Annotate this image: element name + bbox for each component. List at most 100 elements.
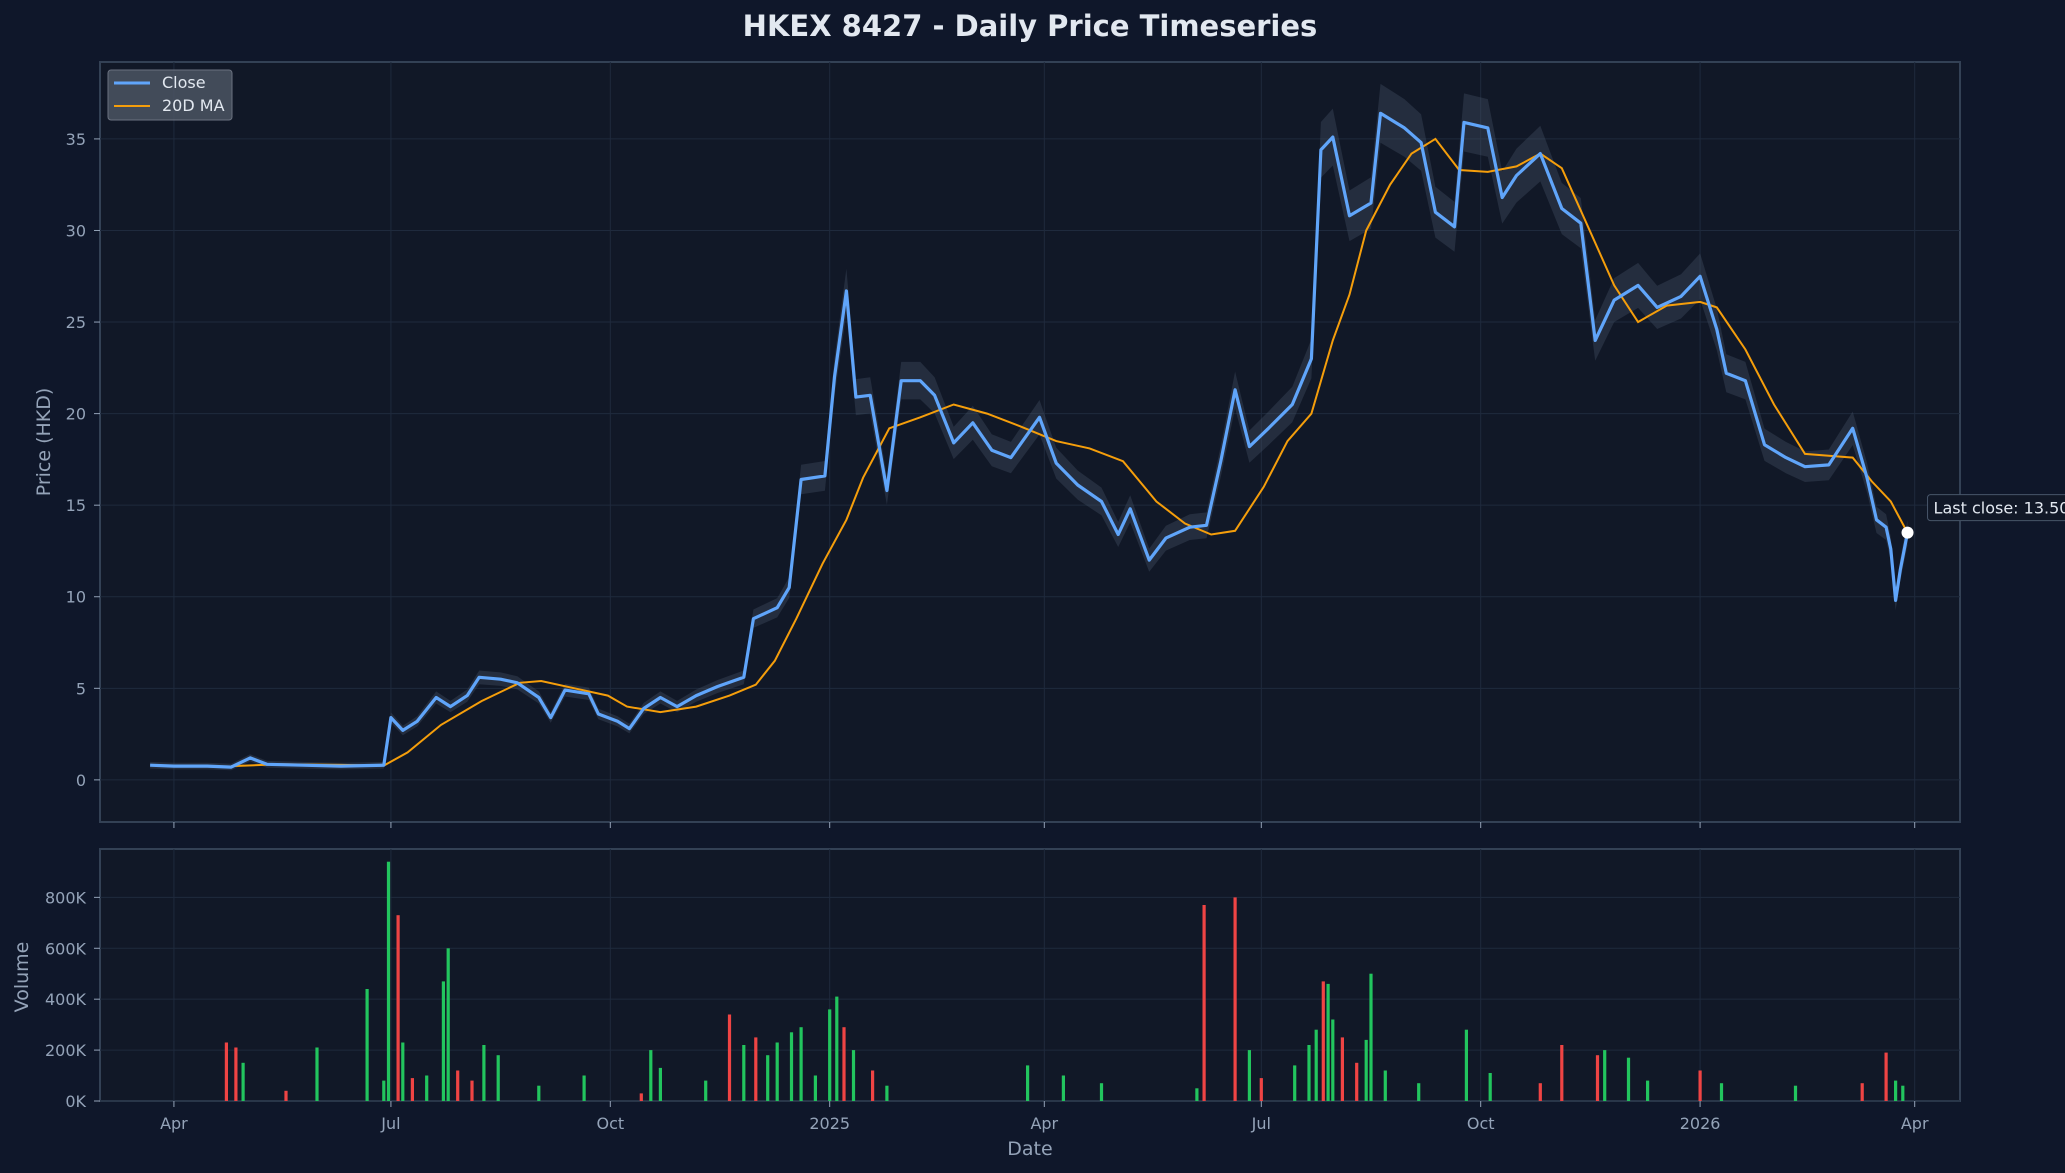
volume-bar: [441, 981, 445, 1101]
x-tick-label: Apr: [1030, 1114, 1058, 1133]
volume-bar: [1646, 1080, 1650, 1101]
x-tick-label: 2025: [809, 1114, 850, 1133]
volume-bar: [799, 1027, 803, 1101]
close-line: [150, 111, 1910, 769]
volume-bar: [1901, 1085, 1905, 1101]
volume-bar: [386, 861, 391, 1101]
volume-bar: [871, 1070, 875, 1101]
volume-bar: [1259, 1078, 1263, 1101]
volume-grid: [100, 849, 1960, 1102]
volume-bar: [658, 1067, 662, 1101]
volume-bar: [582, 1075, 586, 1101]
price-y-tick-label: 0: [76, 771, 86, 790]
volume-bar: [1326, 983, 1330, 1101]
volume-bar: [704, 1080, 708, 1101]
x-tick-label: Apr: [160, 1114, 188, 1133]
volume-bar: [1364, 1039, 1368, 1101]
chart-title: HKEX 8427 - Daily Price Timeseries: [743, 9, 1318, 43]
price-range-band: [150, 83, 1908, 771]
volume-bar: [470, 1080, 474, 1101]
volume-bar: [1719, 1083, 1724, 1101]
volume-y-ticks: 0K 200K 400K 600K 800K: [45, 888, 100, 1111]
volume-bar: [727, 1014, 732, 1101]
volume-bar: [1099, 1083, 1104, 1101]
x-tick-label: Oct: [596, 1114, 624, 1133]
volume-bar: [1026, 1065, 1030, 1101]
volume-bar: [1233, 897, 1237, 1101]
price-y-tick-label: 25: [66, 313, 86, 332]
volume-y-axis-label: Volume: [11, 942, 33, 1013]
volume-y-tick-label: 200K: [45, 1041, 87, 1060]
volume-bar: [639, 1093, 643, 1101]
volume-bar: [1698, 1070, 1702, 1101]
price-plot-area: [99, 61, 1961, 823]
close-range-band: [150, 83, 1908, 771]
x-tick-label: Jul: [380, 1114, 400, 1133]
volume-bar: [1195, 1088, 1199, 1101]
volume-bar: [754, 1037, 758, 1101]
volume-bar: [1626, 1057, 1631, 1101]
volume-bar: [315, 1047, 319, 1101]
volume-bar: [1369, 973, 1373, 1101]
x-tick-label: 2026: [1680, 1114, 1721, 1133]
volume-bar: [365, 989, 369, 1101]
volume-bar: [456, 1070, 460, 1101]
volume-bar: [1417, 1083, 1421, 1101]
volume-bar: [828, 1009, 832, 1101]
price-y-tick-label: 30: [66, 221, 86, 240]
volume-bar: [1321, 981, 1325, 1101]
volume-plot-area: [99, 848, 1961, 1102]
volume-bar: [1314, 1029, 1318, 1101]
price-series: [150, 111, 1910, 769]
volume-bar: [1488, 1073, 1492, 1101]
volume-bar: [813, 1075, 817, 1101]
volume-y-tick-label: 400K: [45, 990, 87, 1009]
x-tick-label: Apr: [1901, 1114, 1929, 1133]
last-close-marker: [1901, 526, 1914, 539]
price-y-tick-label: 35: [66, 130, 86, 149]
volume-bar: [885, 1085, 889, 1101]
volume-bar: [1884, 1052, 1888, 1101]
volume-bar: [537, 1085, 541, 1101]
volume-bar: [789, 1032, 794, 1101]
volume-bar: [1293, 1065, 1297, 1101]
volume-bar: [1603, 1050, 1607, 1101]
volume-bar: [766, 1055, 770, 1101]
price-panel: 0 5 10 15 20 25 30 35 Price (HKD) Last close: 1…: [33, 61, 2065, 828]
price-x-tick-marks: [173, 822, 1916, 828]
volume-bar: [1340, 1037, 1344, 1101]
volume-bar: [842, 1027, 846, 1101]
x-tick-label: Oct: [1467, 1114, 1495, 1133]
annotation-text: Last close: 13.500: [1934, 499, 2065, 518]
volume-bar: [1331, 1019, 1335, 1101]
volume-bar: [1202, 905, 1206, 1101]
volume-bars: [224, 861, 1905, 1101]
price-y-ticks: 0 5 10 15 20 25 30 35: [66, 130, 100, 790]
price-y-tick-label: 15: [66, 496, 86, 515]
volume-bar: [234, 1047, 238, 1101]
x-axis-ticks: Apr Jul Oct 2025 Apr Jul Oct 2026 Apr: [160, 1101, 1929, 1133]
x-tick-label: Jul: [1251, 1114, 1271, 1133]
volume-bar: [835, 996, 839, 1101]
volume-bar: [1464, 1029, 1468, 1101]
volume-bar: [425, 1075, 429, 1101]
legend: Close 20D MA: [107, 69, 233, 121]
ma-20d-line: [231, 137, 1909, 768]
volume-bar: [382, 1080, 386, 1101]
volume-bar: [1894, 1080, 1898, 1101]
price-y-tick-label: 10: [66, 588, 86, 607]
volume-y-tick-label: 0K: [65, 1092, 86, 1111]
volume-bar: [1538, 1083, 1542, 1101]
volume-bar: [224, 1042, 228, 1101]
volume-bar: [775, 1042, 779, 1101]
volume-bar: [396, 915, 400, 1101]
legend-label: 20D MA: [162, 96, 225, 115]
volume-bar: [284, 1090, 288, 1101]
volume-bar: [1383, 1070, 1387, 1101]
price-y-axis-label: Price (HKD): [33, 388, 55, 497]
price-grid: [100, 62, 1960, 822]
legend-label: Close: [162, 73, 206, 92]
volume-bar: [1595, 1055, 1600, 1101]
volume-bar: [851, 1050, 856, 1101]
